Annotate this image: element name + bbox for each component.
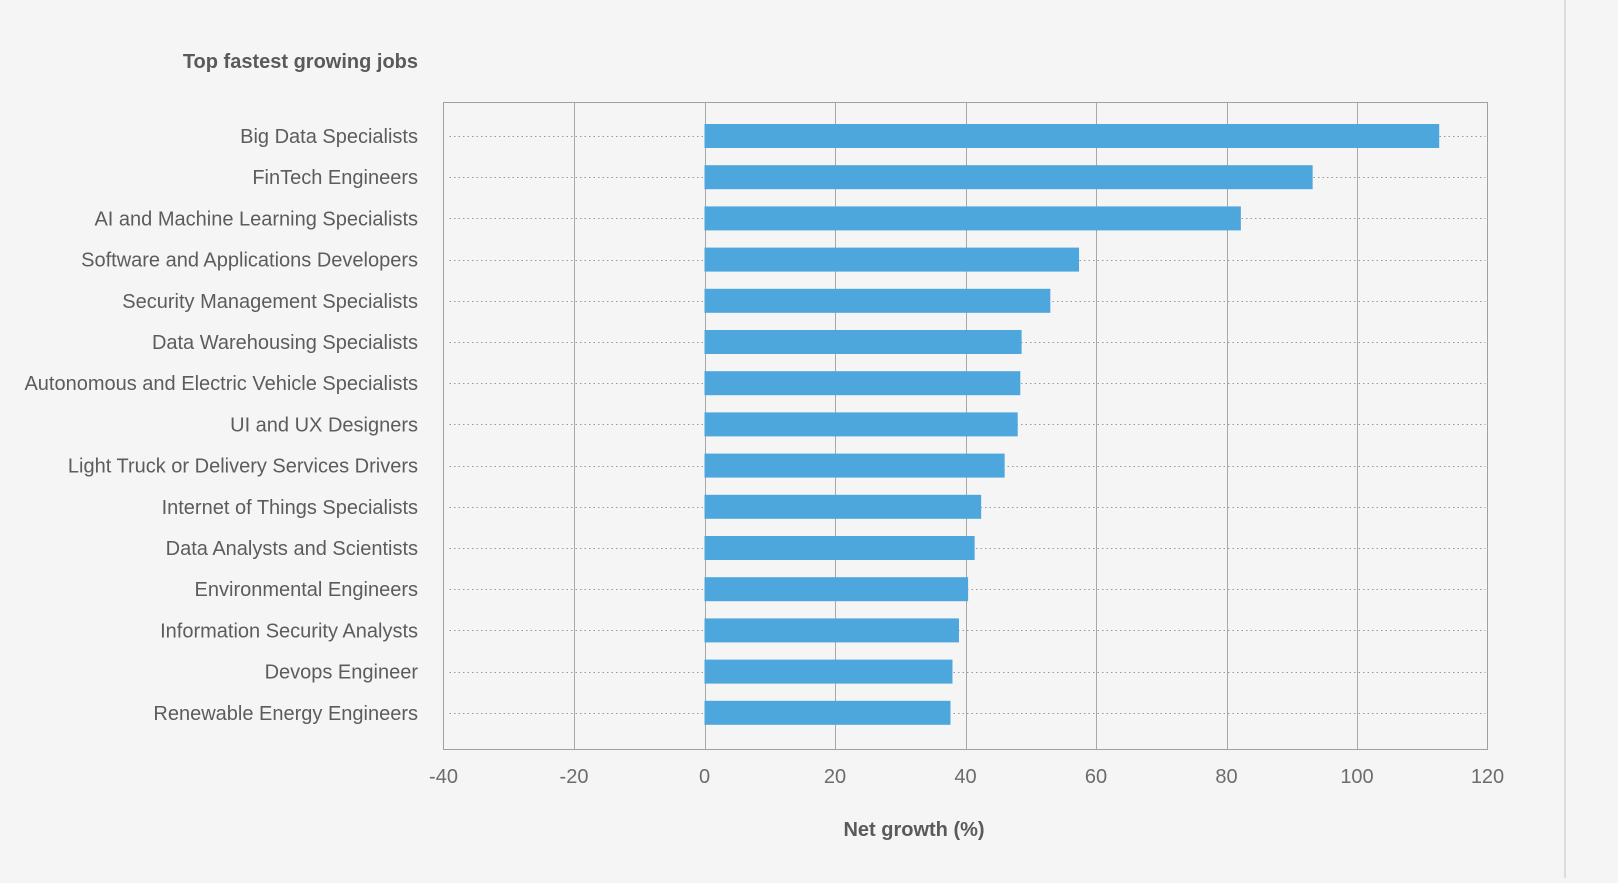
x-tick-label: 120 bbox=[1471, 766, 1504, 788]
category-label: Information Security Analysts bbox=[160, 620, 418, 642]
bar bbox=[704, 700, 951, 725]
bar bbox=[704, 412, 1018, 437]
bar bbox=[704, 618, 959, 643]
category-label: FinTech Engineers bbox=[252, 167, 418, 189]
x-tick-label: -20 bbox=[560, 766, 589, 788]
x-tick-label: -40 bbox=[429, 766, 458, 788]
page-edge-divider bbox=[1564, 0, 1566, 878]
x-tick-label: 100 bbox=[1340, 766, 1373, 788]
chart-title: Top fastest growing jobs bbox=[183, 51, 418, 73]
bar bbox=[704, 371, 1021, 396]
category-label: Data Analysts and Scientists bbox=[166, 538, 418, 560]
x-axis-ticks: -40 -20 0 20 40 60 80 100 120 bbox=[429, 766, 1504, 788]
category-label: Internet of Things Specialists bbox=[162, 497, 418, 519]
bar bbox=[704, 288, 1051, 313]
bar bbox=[704, 124, 1440, 148]
category-label: Autonomous and Electric Vehicle Speciali… bbox=[24, 373, 418, 395]
category-label: Light Truck or Delivery Services Drivers bbox=[68, 456, 418, 478]
category-label: AI and Machine Learning Specialists bbox=[94, 208, 418, 230]
category-label: Data Warehousing Specialists bbox=[152, 332, 418, 354]
category-label: Devops Engineer bbox=[265, 662, 419, 684]
x-tick-label: 0 bbox=[699, 766, 710, 788]
bar bbox=[704, 453, 1005, 478]
bar bbox=[704, 206, 1241, 231]
x-tick-label: 80 bbox=[1215, 766, 1237, 788]
category-label: Software and Applications Developers bbox=[81, 250, 418, 272]
plot-frame bbox=[443, 102, 1488, 750]
x-tick-label: 60 bbox=[1085, 766, 1107, 788]
bar bbox=[704, 494, 982, 519]
category-label: Renewable Energy Engineers bbox=[153, 703, 418, 725]
bar bbox=[704, 165, 1313, 190]
bar bbox=[704, 659, 953, 684]
bar bbox=[704, 330, 1022, 354]
bars bbox=[704, 124, 1440, 725]
x-axis-title: Net growth (%) bbox=[843, 819, 984, 841]
category-label: Environmental Engineers bbox=[195, 579, 418, 601]
bar bbox=[704, 536, 975, 560]
x-tick-label: 40 bbox=[954, 766, 976, 788]
category-label: UI and UX Designers bbox=[230, 414, 418, 436]
bar bbox=[704, 247, 1080, 272]
bar bbox=[704, 577, 969, 602]
x-tick-label: 20 bbox=[824, 766, 846, 788]
category-labels: Big Data Specialists FinTech Engineers AI … bbox=[24, 126, 418, 725]
category-label: Big Data Specialists bbox=[240, 126, 418, 148]
category-label: Security Management Specialists bbox=[122, 291, 418, 313]
